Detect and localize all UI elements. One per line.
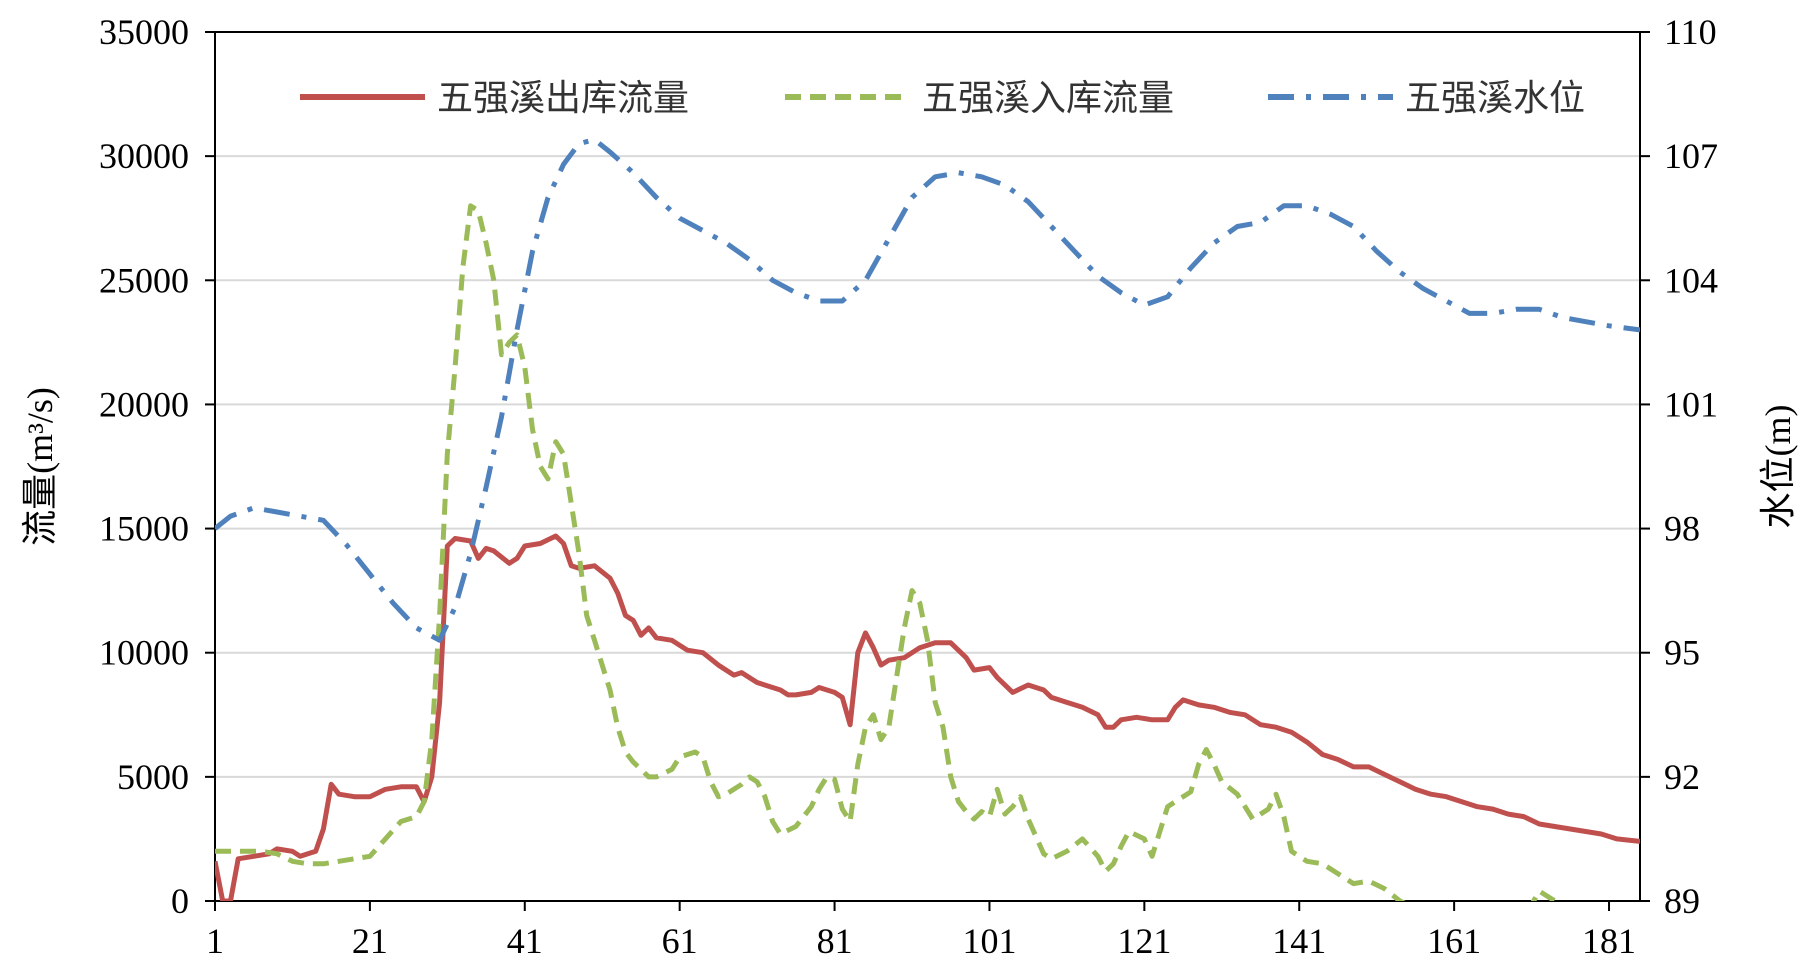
y2-tick-label: 98 bbox=[1664, 509, 1700, 549]
y2-tick-label: 92 bbox=[1664, 757, 1700, 797]
series-line-2 bbox=[215, 203, 1558, 901]
x-tick-label: 181 bbox=[1582, 921, 1636, 961]
x-tick-label: 21 bbox=[352, 921, 388, 961]
x-tick-label: 161 bbox=[1427, 921, 1481, 961]
y-tick-label: 15000 bbox=[99, 509, 189, 549]
x-tick-label: 121 bbox=[1117, 921, 1171, 961]
x-tick-label: 81 bbox=[817, 921, 853, 961]
legend-label-2: 五强溪入库流量 bbox=[922, 78, 1174, 119]
y2-axis-title: 水位(m) bbox=[1758, 405, 1798, 529]
y2-tick-label: 104 bbox=[1664, 260, 1718, 300]
x-axis-ticks: 1 21 41 61 81 101 121 141 161 181 bbox=[206, 901, 1636, 961]
legend-label-3: 五强溪水位 bbox=[1405, 78, 1585, 119]
series-line-1 bbox=[215, 533, 1640, 901]
x-tick-label: 41 bbox=[507, 921, 543, 961]
y-tick-label: 35000 bbox=[99, 12, 189, 52]
plot-frame bbox=[214, 31, 1641, 902]
y-tick-label: 30000 bbox=[99, 136, 189, 176]
y-axis-ticks: 0 5000 10000 15000 20000 25000 30000 35000 bbox=[99, 12, 215, 921]
y2-tick-label: 107 bbox=[1664, 136, 1718, 176]
legend-label-1: 五强溪出库流量 bbox=[437, 78, 689, 119]
series-line-3 bbox=[215, 137, 1640, 643]
y-tick-label: 20000 bbox=[99, 384, 189, 424]
y-tick-label: 5000 bbox=[117, 757, 189, 797]
x-tick-label: 141 bbox=[1272, 921, 1326, 961]
y-tick-label: 0 bbox=[171, 881, 189, 921]
legend: 五强溪出库流量 五强溪入库流量 五强溪水位 bbox=[300, 78, 1585, 119]
x-tick-label: 1 bbox=[206, 921, 224, 961]
x-tick-label: 101 bbox=[962, 921, 1016, 961]
y2-axis-ticks: 89 92 95 98 101 104 107 110 bbox=[1640, 12, 1718, 921]
x-tick-label: 61 bbox=[662, 921, 698, 961]
y2-tick-label: 95 bbox=[1664, 633, 1700, 673]
gridlines bbox=[215, 155, 1640, 778]
y2-tick-label: 101 bbox=[1664, 384, 1718, 424]
y-tick-label: 10000 bbox=[99, 633, 189, 673]
y2-tick-label: 110 bbox=[1664, 12, 1717, 52]
y-axis-title: 流量(m³/s) bbox=[20, 387, 60, 546]
y2-tick-label: 89 bbox=[1664, 881, 1700, 921]
y-tick-label: 25000 bbox=[99, 260, 189, 300]
series-layer bbox=[215, 137, 1640, 901]
